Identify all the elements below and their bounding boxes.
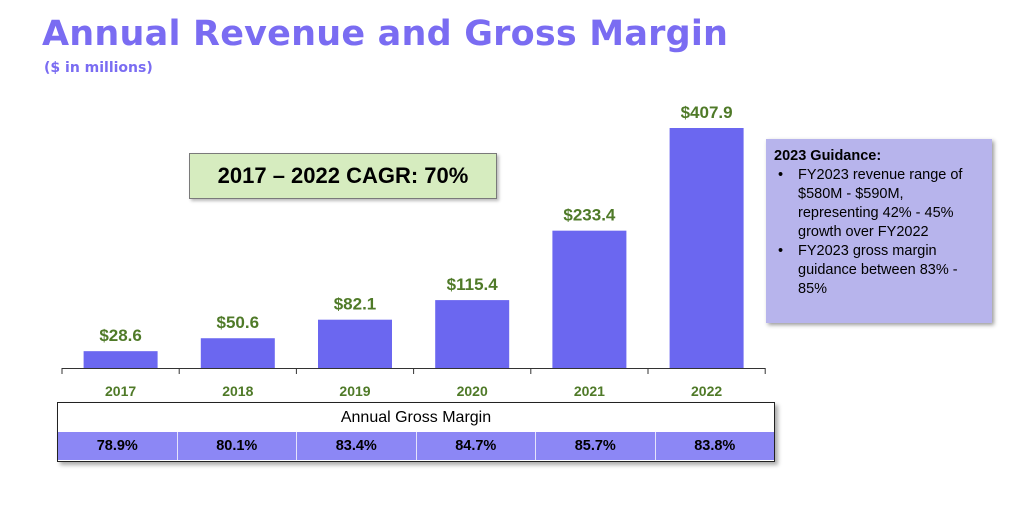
guidance-heading: 2023 Guidance: [774,148,882,164]
data-label: $407.9 [681,103,733,122]
bar [318,319,392,368]
bar [200,338,275,368]
guidance-bullet: FY2023 revenue range of $580M - $590M, r… [778,166,984,242]
bar [552,230,627,368]
gross-margin-cell: 85.7% [535,432,655,460]
gross-margin-cell: 80.1% [176,432,297,460]
guidance-box: 2023 Guidance: FY2023 revenue range of $… [766,139,992,323]
gross-margin-cell: 83.4% [296,432,416,460]
x-tick-label: 2017 [105,383,136,399]
guidance-bullet: FY2023 gross margin guidance between 83%… [778,242,984,299]
cagr-callout: 2017 – 2022 CAGR: 70% [189,153,497,199]
x-tick-label: 2021 [574,383,605,399]
x-tick-label: 2019 [339,383,370,399]
x-tick-label: 2020 [457,383,488,399]
bar [83,351,158,368]
chart-title: Annual Revenue and Gross Margin [42,14,729,54]
bar [435,300,510,368]
data-label: $233.4 [563,206,616,225]
chart-subtitle: ($ in millions) [44,60,153,76]
x-tick-label: 2022 [691,383,722,399]
data-label: $115.4 [447,275,499,294]
gross-margin-cell: 78.9% [96,438,138,454]
x-tick-label: 2018 [222,383,253,399]
bar [669,128,744,368]
gross-margin-row: 78.9% 80.1% 83.4% 84.7% 85.7% 83.8% [58,432,774,460]
data-label: $82.1 [334,295,377,314]
gross-margin-header: Annual Gross Margin [58,403,774,432]
gross-margin-cell: 84.7% [415,432,536,460]
gross-margin-table: Annual Gross Margin 78.9% 80.1% 83.4% 84… [57,402,775,462]
data-label: $28.6 [99,326,142,345]
data-label: $50.6 [217,313,260,332]
gross-margin-cell: 83.8% [654,432,775,460]
